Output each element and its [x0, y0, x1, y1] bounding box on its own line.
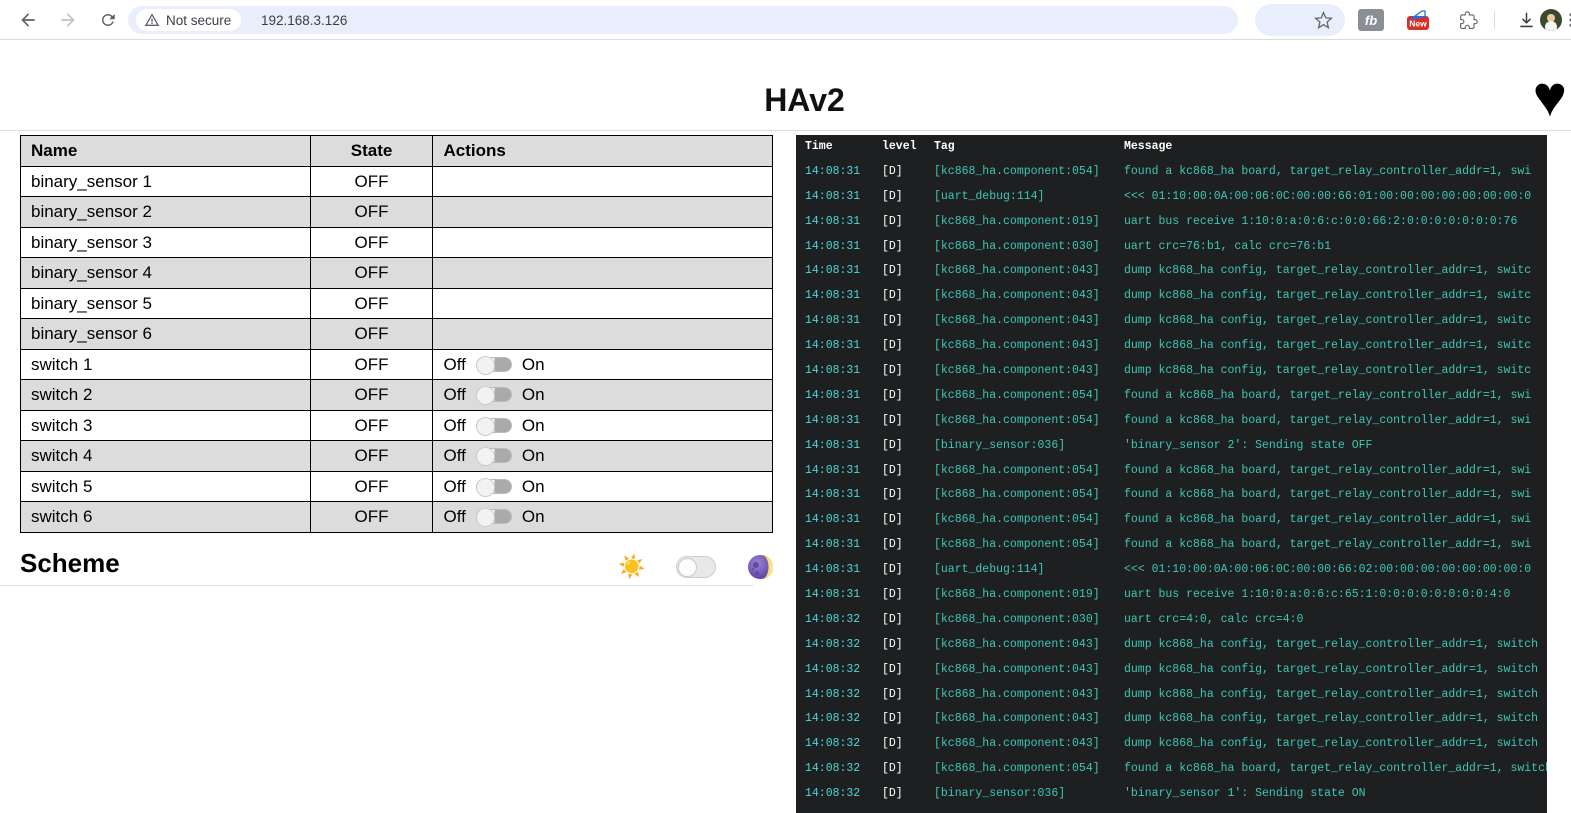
svg-text:New: New [1409, 19, 1427, 29]
